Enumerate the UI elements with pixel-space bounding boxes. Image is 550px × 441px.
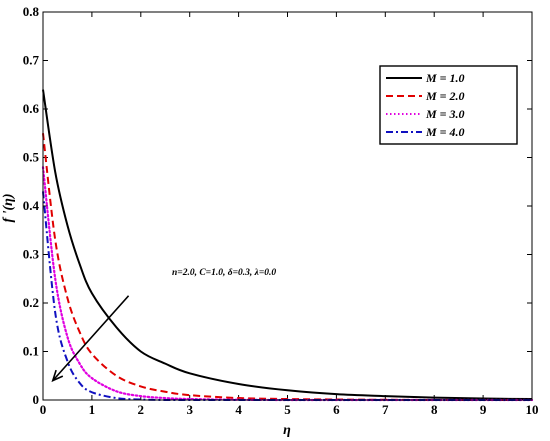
y-tick-label: 0.6 xyxy=(23,101,40,116)
plot-frame xyxy=(42,11,533,401)
annotation-text: n=2.0, C=1.0, δ=0.3, λ=0.0 xyxy=(172,268,276,278)
y-tick-label: 0.8 xyxy=(23,4,40,19)
x-tick-label: 6 xyxy=(333,402,340,417)
x-tick-label: 5 xyxy=(284,402,291,417)
y-tick-label: 0 xyxy=(33,392,40,407)
x-tick-label: 4 xyxy=(235,402,242,417)
x-tick-label: 9 xyxy=(480,402,487,417)
legend-label-1: M = 1.0 xyxy=(425,71,465,85)
legend-label-4: M = 4.0 xyxy=(425,125,465,139)
x-tick-label: 7 xyxy=(382,402,389,417)
y-tick-label: 0.1 xyxy=(23,344,39,359)
y-tick-label: 0.7 xyxy=(23,53,40,68)
trend-arrow xyxy=(51,295,130,383)
y-axis-label: f '(η) xyxy=(1,193,16,222)
y-tick-label: 0.3 xyxy=(23,247,40,262)
y-tick-label: 0.5 xyxy=(23,150,40,165)
legend-label-3: M = 3.0 xyxy=(425,107,465,121)
legend: M = 1.0 M = 2.0 M = 3.0 M = 4.0 xyxy=(379,65,518,145)
arrow-head xyxy=(51,369,64,383)
x-tick-label: 0 xyxy=(40,402,47,417)
y-tick-label: 0.2 xyxy=(23,295,39,310)
x-tick-label: 8 xyxy=(431,402,438,417)
x-tick-label: 10 xyxy=(526,402,539,417)
legend-label-2: M = 2.0 xyxy=(425,89,465,103)
series-line-4 xyxy=(42,191,532,402)
x-axis-label: η xyxy=(283,423,291,438)
y-tick-label: 0.4 xyxy=(23,198,40,213)
axis-ticks: 0 1 2 3 4 5 6 7 8 9 10 0 0.1 0.2 0.3 0.4 0.5 0.6 0.7 0.8 xyxy=(23,4,539,417)
arrow-shaft xyxy=(52,295,130,382)
x-tick-label: 2 xyxy=(138,402,145,417)
series-line-1 xyxy=(42,89,533,401)
series-line-3 xyxy=(41,166,534,402)
x-tick-label: 3 xyxy=(186,402,193,417)
series-line-2 xyxy=(42,133,532,402)
x-tick-label: 1 xyxy=(89,402,96,417)
